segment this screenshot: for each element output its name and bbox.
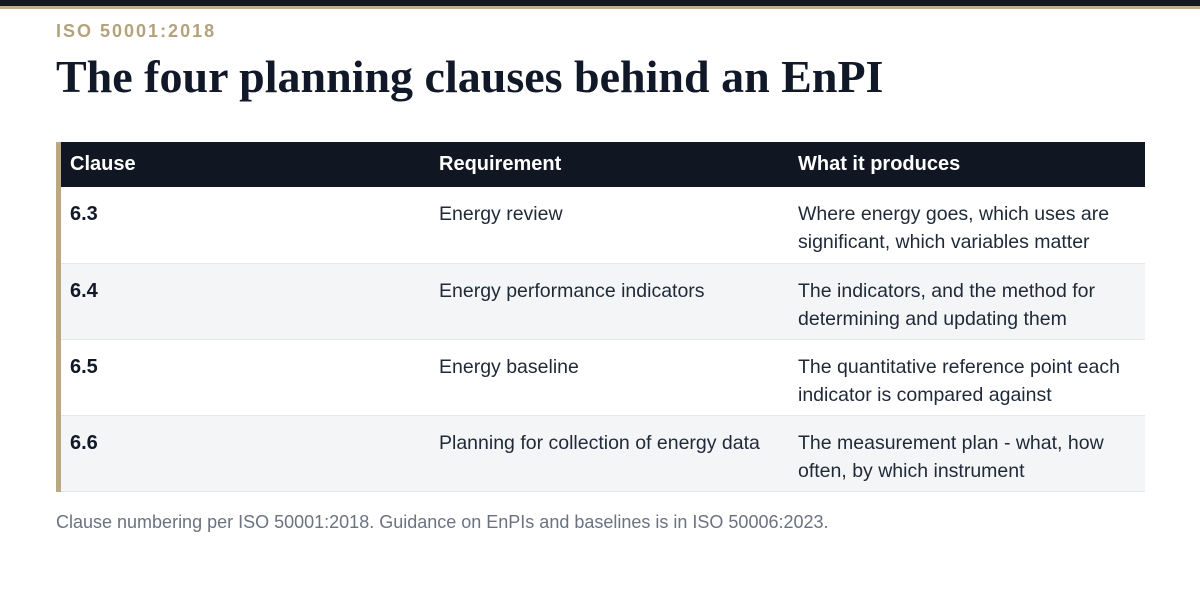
requirement-cell: Energy performance indicators bbox=[439, 279, 705, 302]
requirement-cell: Planning for collection of energy data bbox=[439, 431, 760, 454]
produces-cell: Where energy goes, which uses are signif… bbox=[798, 203, 1110, 253]
clause-number: 6.6 bbox=[70, 431, 98, 454]
column-header-produces: What it produces bbox=[798, 153, 961, 175]
table-row: 6.6 Planning for collection of energy da… bbox=[61, 415, 1145, 491]
clause-number: 6.3 bbox=[70, 203, 98, 225]
column-header-clause: Clause bbox=[70, 153, 136, 175]
eyebrow-label: ISO 50001:2018 bbox=[56, 21, 217, 41]
clauses-table: Clause Requirement What it produces 6.3 … bbox=[61, 142, 1145, 492]
produces-cell: The measurement plan - what, how often, … bbox=[798, 431, 1104, 482]
footnote: Clause numbering per ISO 50001:2018. Gui… bbox=[56, 512, 829, 532]
table-row: 6.3 Energy review Where energy goes, whi… bbox=[61, 187, 1145, 263]
table-header-row: Clause Requirement What it produces bbox=[61, 142, 1145, 187]
top-accent-bar bbox=[0, 0, 1200, 6]
table-row: 6.4 Energy performance indicators The in… bbox=[61, 263, 1145, 339]
clause-number: 6.5 bbox=[70, 355, 98, 378]
requirement-cell: Energy review bbox=[439, 203, 563, 225]
page-title: The four planning clauses behind an EnPI bbox=[56, 51, 884, 102]
table-row: 6.5 Energy baseline The quantitative ref… bbox=[61, 339, 1145, 415]
requirement-cell: Energy baseline bbox=[439, 355, 579, 378]
produces-cell: The quantitative reference point each in… bbox=[798, 355, 1120, 406]
clause-number: 6.4 bbox=[70, 279, 98, 302]
column-header-requirement: Requirement bbox=[439, 153, 562, 175]
clauses-table-container: Clause Requirement What it produces 6.3 … bbox=[56, 142, 1145, 492]
top-gold-rule bbox=[0, 6, 1200, 9]
produces-cell: The indicators, and the method for deter… bbox=[798, 279, 1096, 330]
